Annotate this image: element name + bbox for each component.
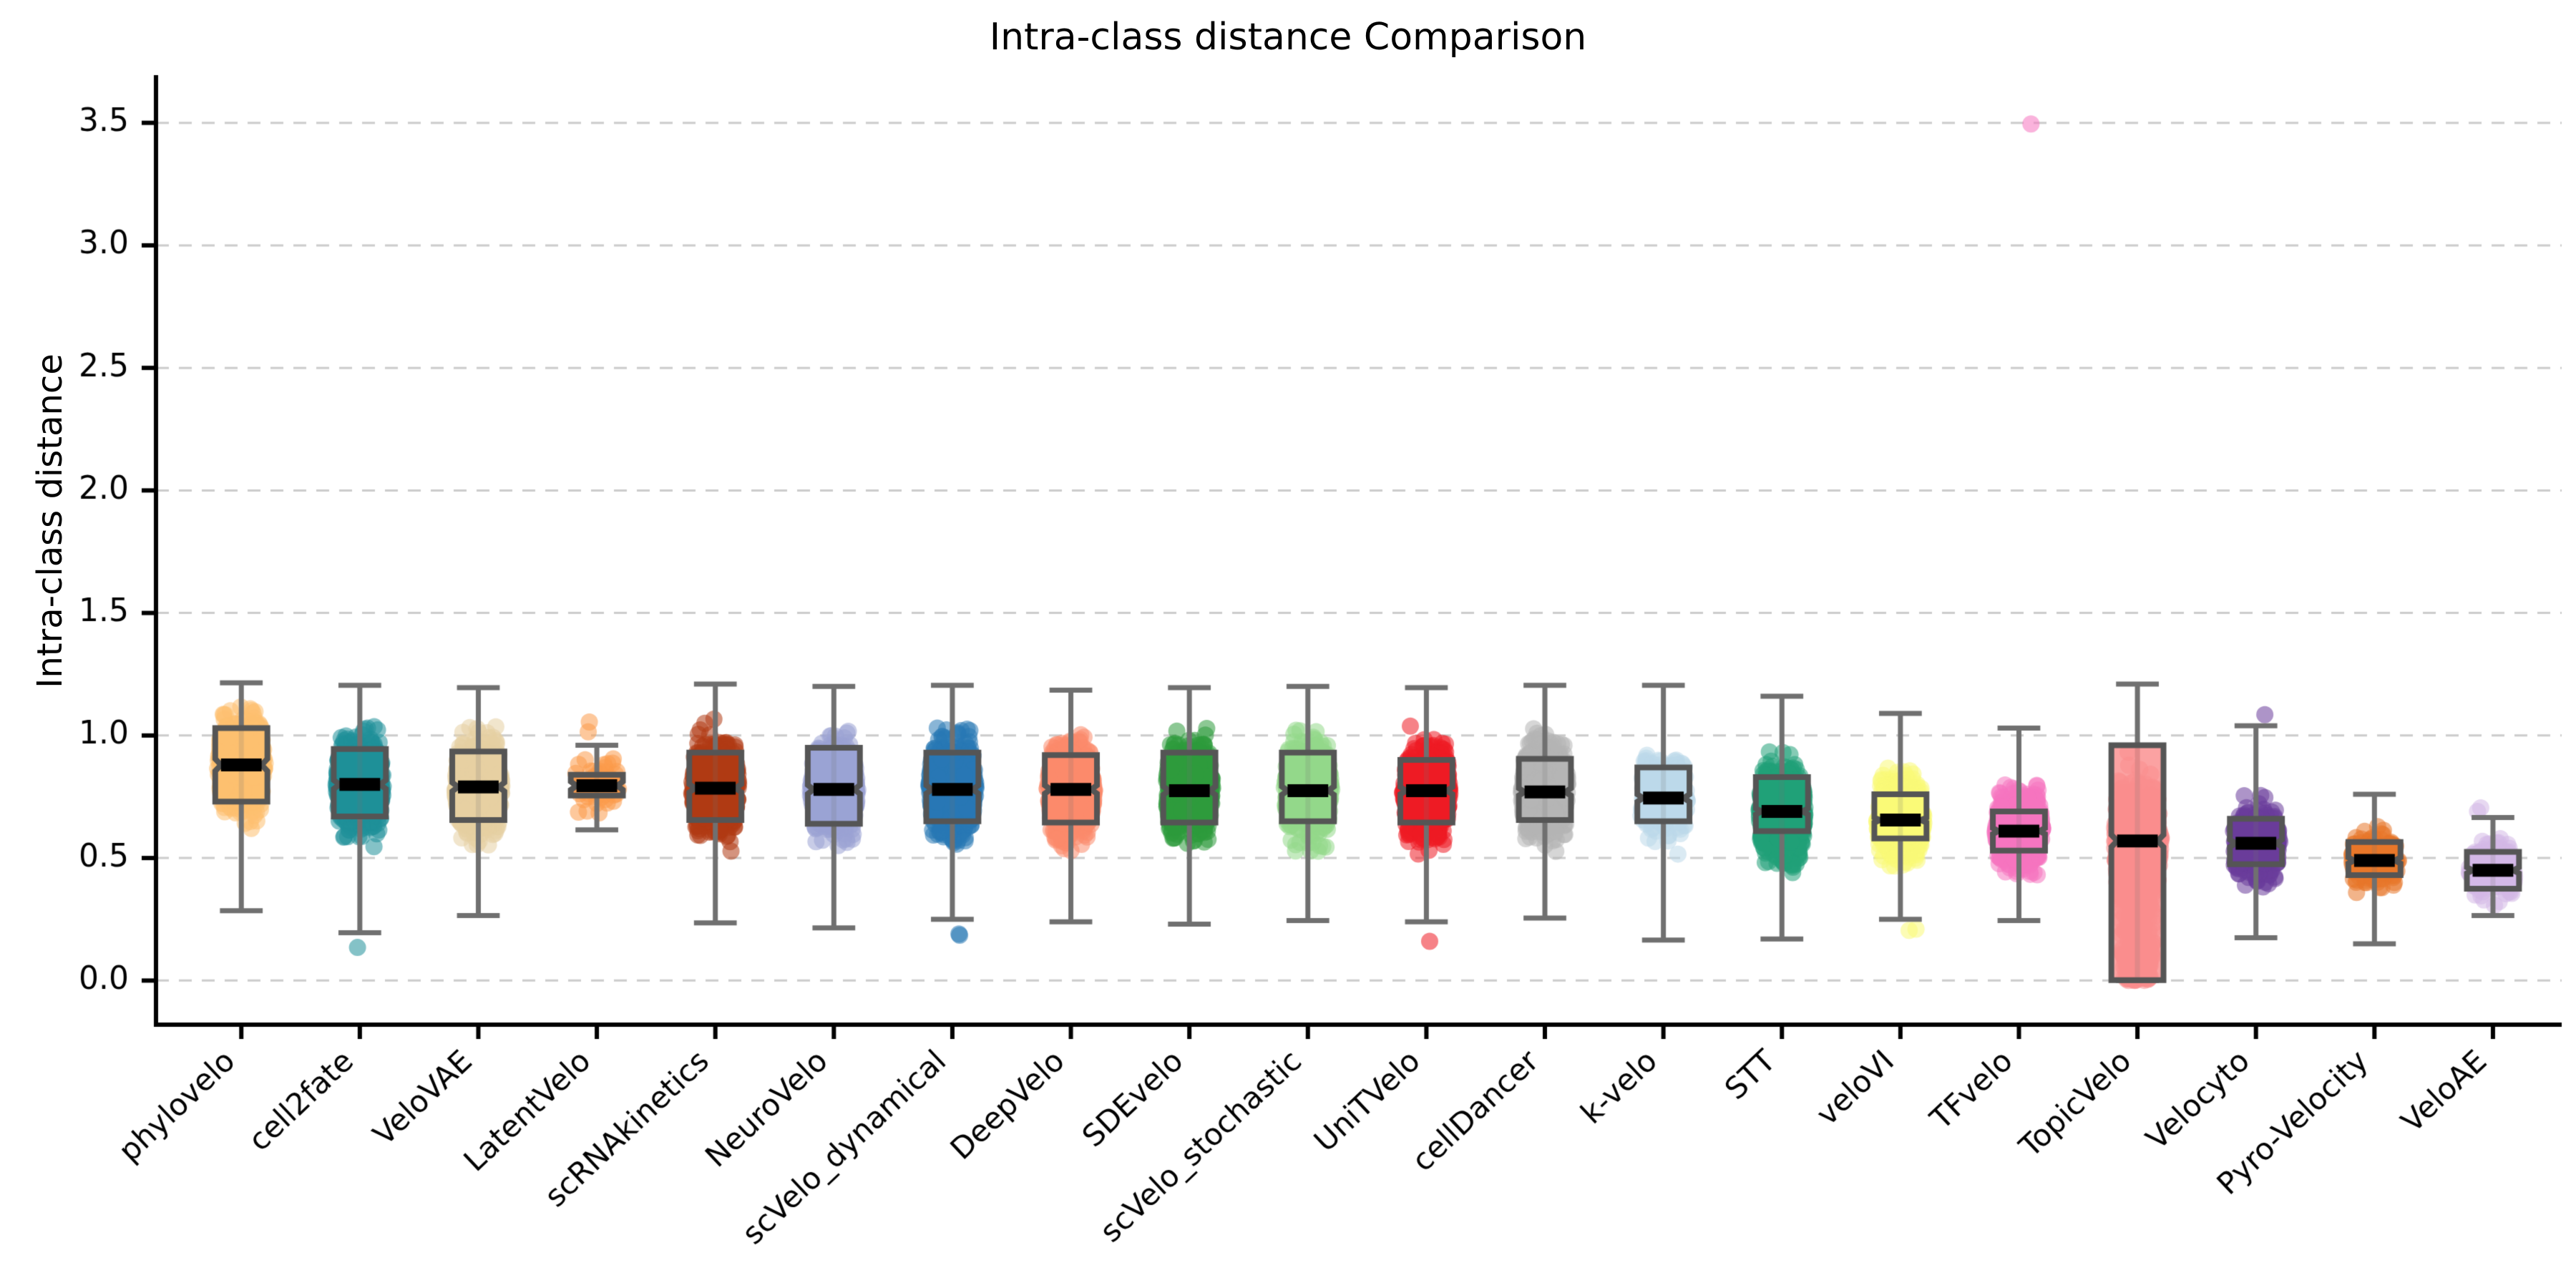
chart-title: Intra-class distance Comparison — [989, 16, 1587, 59]
y-axis-label: Intra-class distance — [30, 353, 70, 688]
